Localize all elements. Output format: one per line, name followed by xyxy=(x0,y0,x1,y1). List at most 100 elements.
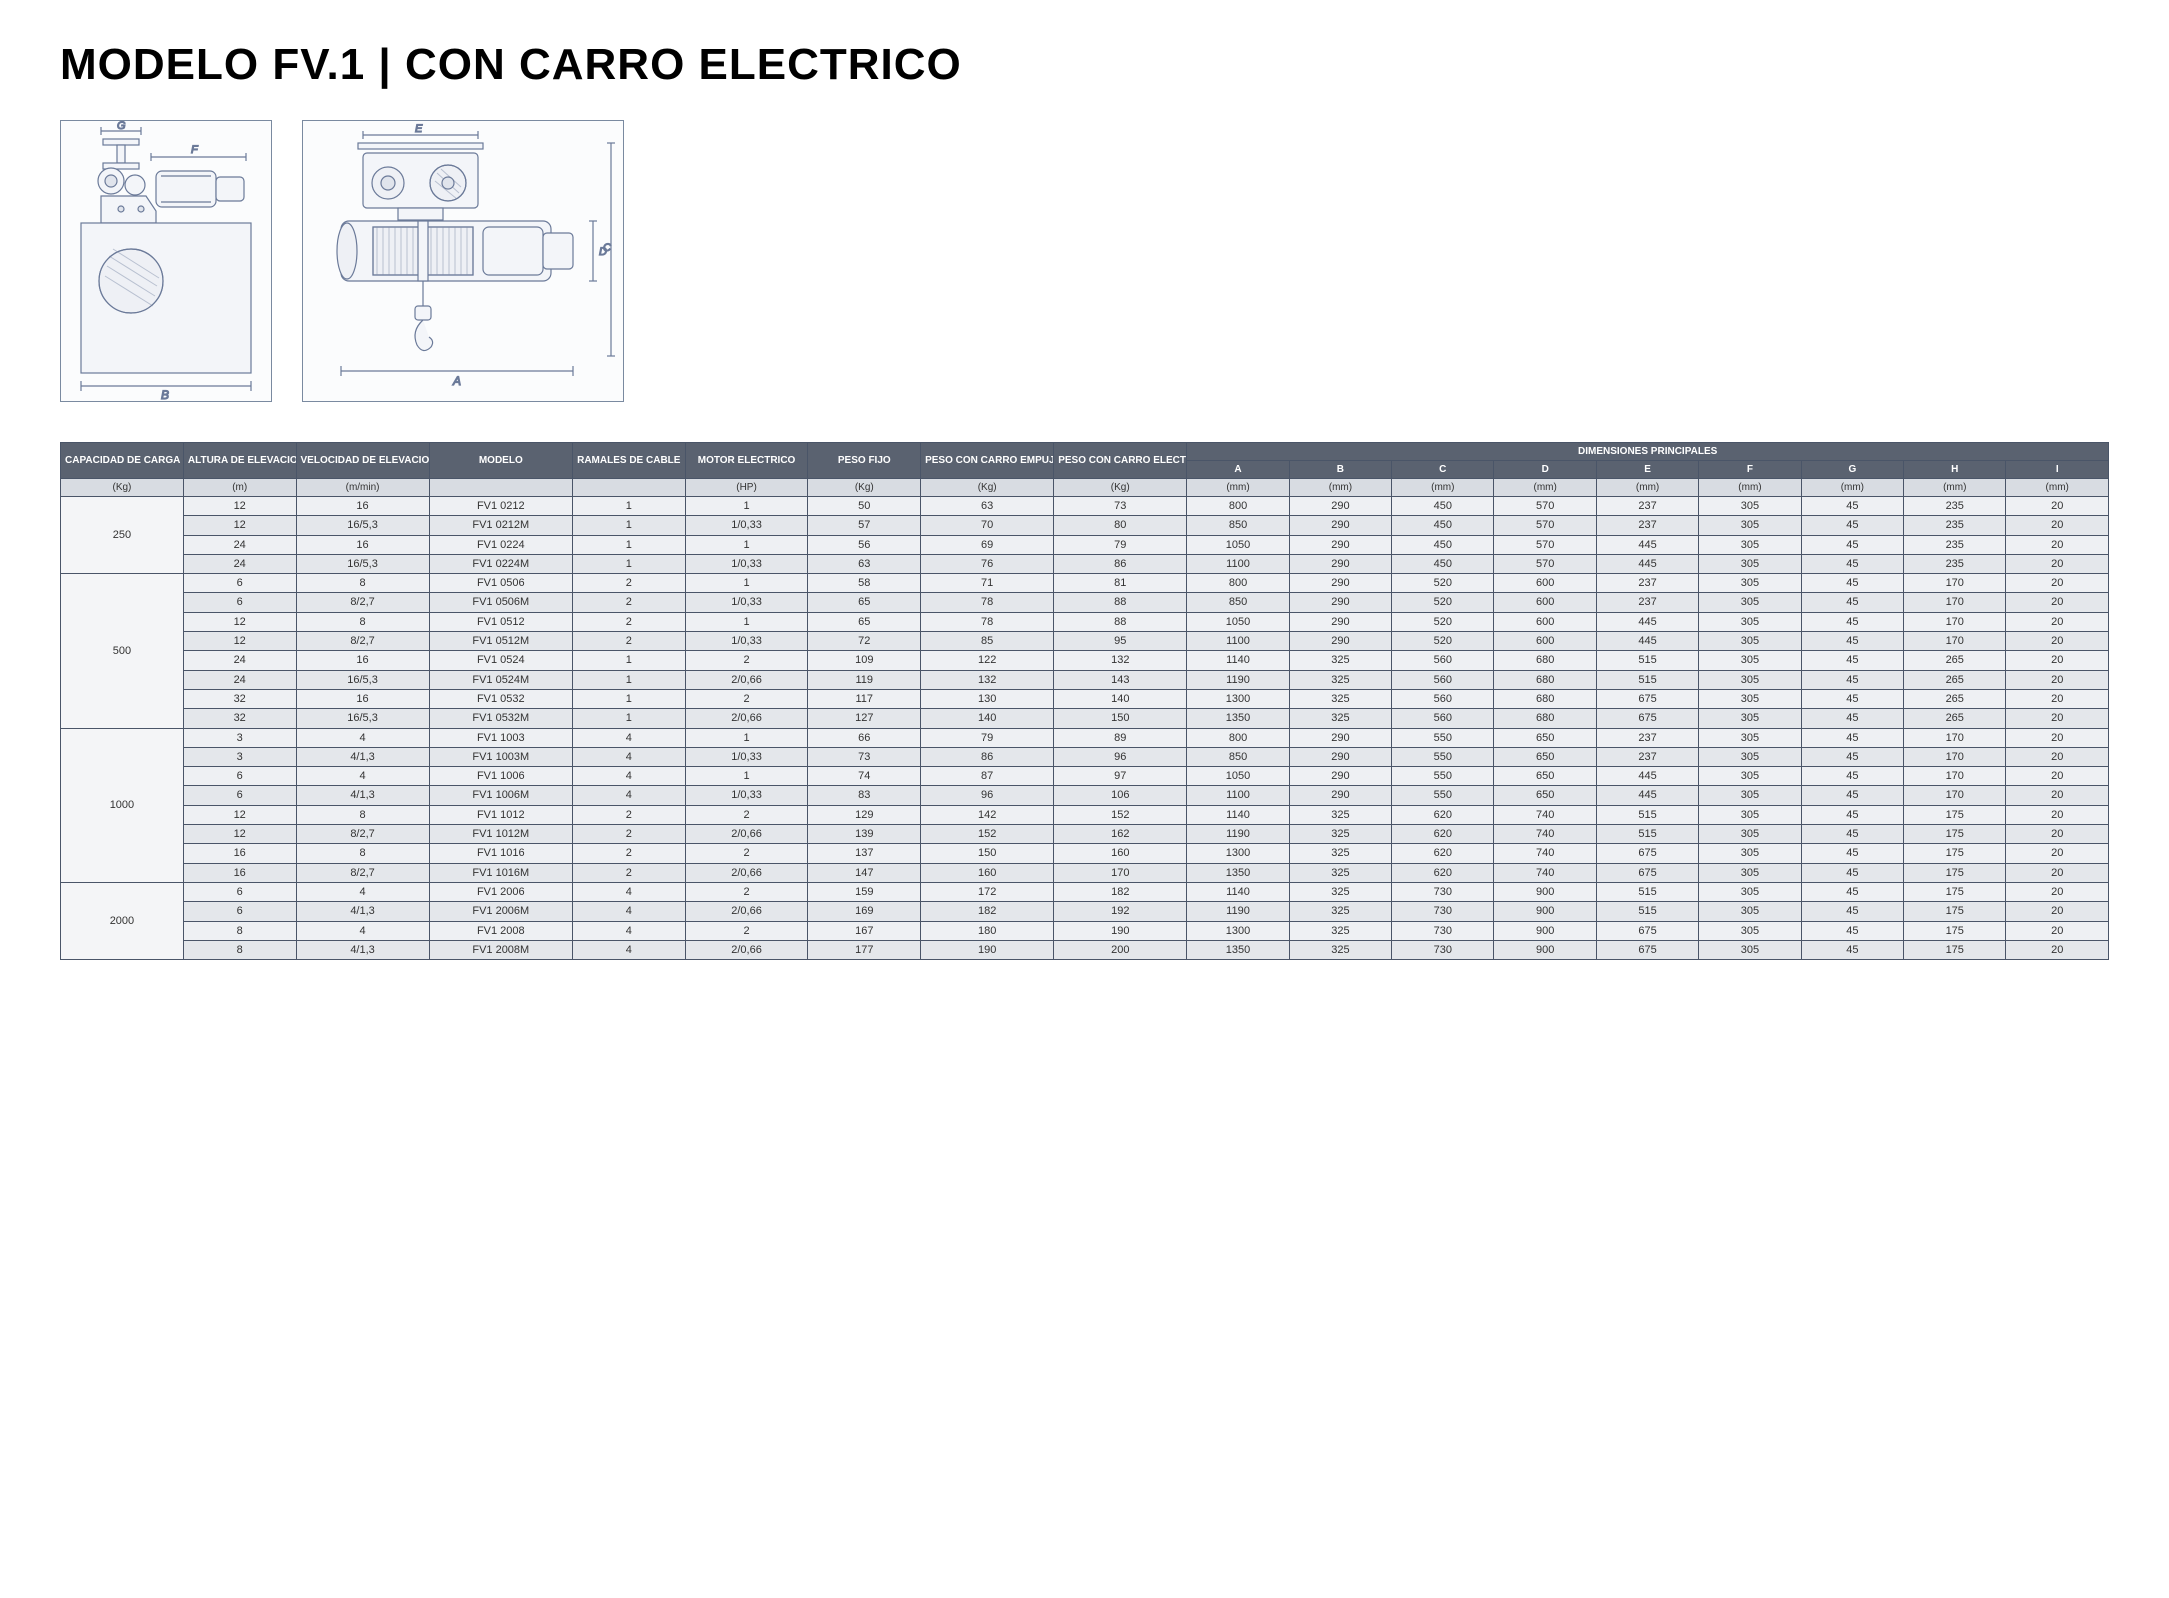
data-cell: 650 xyxy=(1494,786,1596,805)
table-row: 128/2,7FV1 1012M22/0,6613915216211903256… xyxy=(61,825,2109,844)
data-cell: 1140 xyxy=(1187,805,1289,824)
data-cell: 850 xyxy=(1187,747,1289,766)
data-cell: 3 xyxy=(183,728,296,747)
data-cell: 20 xyxy=(2006,497,2109,516)
data-cell: 290 xyxy=(1289,516,1391,535)
data-cell: 20 xyxy=(2006,825,2109,844)
data-cell: 445 xyxy=(1596,612,1698,631)
data-cell: 325 xyxy=(1289,882,1391,901)
data-cell: 12 xyxy=(183,612,296,631)
dim-label-e: E xyxy=(415,123,423,135)
table-row: 84/1,3FV1 2008M42/0,66177190200135032573… xyxy=(61,940,2109,959)
data-cell: 1/0,33 xyxy=(685,632,808,651)
data-cell: 560 xyxy=(1392,709,1494,728)
data-cell: 1300 xyxy=(1187,921,1289,940)
data-cell: 192 xyxy=(1054,902,1187,921)
data-cell: FV1 0532M xyxy=(429,709,572,728)
table-row: 64/1,3FV1 2006M42/0,66169182192119032573… xyxy=(61,902,2109,921)
data-cell: 182 xyxy=(1054,882,1187,901)
data-cell: 20 xyxy=(2006,902,2109,921)
unit-mm-b: (mm) xyxy=(1289,479,1391,497)
data-cell: 150 xyxy=(1054,709,1187,728)
data-cell: 78 xyxy=(921,612,1054,631)
table-row: 128FV1 101222129142152114032562074051530… xyxy=(61,805,2109,824)
data-cell: 740 xyxy=(1494,863,1596,882)
data-cell: 20 xyxy=(2006,651,2109,670)
data-cell: 45 xyxy=(1801,670,1903,689)
data-cell: 87 xyxy=(921,767,1054,786)
unit-mm-d: (mm) xyxy=(1494,479,1596,497)
table-row: 1216/5,3FV1 0212M11/0,335770808502904505… xyxy=(61,516,2109,535)
data-cell: 106 xyxy=(1054,786,1187,805)
table-row: 128FV1 051221657888105029052060044530545… xyxy=(61,612,2109,631)
data-cell: 305 xyxy=(1699,921,1801,940)
data-cell: FV1 0212 xyxy=(429,497,572,516)
data-cell: 237 xyxy=(1596,574,1698,593)
data-cell: 305 xyxy=(1699,632,1801,651)
col-dim-h: H xyxy=(1904,461,2006,479)
data-cell: 800 xyxy=(1187,728,1289,747)
data-cell: 305 xyxy=(1699,767,1801,786)
data-cell: 620 xyxy=(1392,825,1494,844)
data-cell: 515 xyxy=(1596,805,1698,824)
data-cell: 177 xyxy=(808,940,921,959)
data-cell: 97 xyxy=(1054,767,1187,786)
data-cell: 20 xyxy=(2006,593,2109,612)
data-cell: 1050 xyxy=(1187,612,1289,631)
data-cell: 170 xyxy=(1904,786,2006,805)
data-cell: 1 xyxy=(685,612,808,631)
data-cell: 20 xyxy=(2006,574,2109,593)
data-cell: 70 xyxy=(921,516,1054,535)
data-cell: 1100 xyxy=(1187,554,1289,573)
data-cell: 305 xyxy=(1699,786,1801,805)
data-cell: 1 xyxy=(572,709,685,728)
col-ramales: RAMALES DE CABLE xyxy=(572,443,685,479)
data-cell: 66 xyxy=(808,728,921,747)
data-cell: 2 xyxy=(572,632,685,651)
data-cell: 1 xyxy=(685,497,808,516)
data-cell: 325 xyxy=(1289,805,1391,824)
unit-blank1 xyxy=(429,479,572,497)
data-cell: 20 xyxy=(2006,516,2109,535)
data-cell: 190 xyxy=(1054,921,1187,940)
data-cell: 86 xyxy=(921,747,1054,766)
data-cell: 83 xyxy=(808,786,921,805)
data-cell: 8 xyxy=(183,921,296,940)
data-cell: 675 xyxy=(1596,863,1698,882)
data-cell: 305 xyxy=(1699,940,1801,959)
data-cell: 89 xyxy=(1054,728,1187,747)
capacity-cell: 250 xyxy=(61,497,184,574)
data-cell: 172 xyxy=(921,882,1054,901)
data-cell: 73 xyxy=(1054,497,1187,516)
data-cell: 4/1,3 xyxy=(296,747,429,766)
data-cell: 160 xyxy=(1054,844,1187,863)
col-dim-i: I xyxy=(2006,461,2109,479)
data-cell: 56 xyxy=(808,535,921,554)
data-cell: 45 xyxy=(1801,632,1903,651)
data-cell: 122 xyxy=(921,651,1054,670)
dim-label-a: A xyxy=(452,374,461,388)
unit-mm-f: (mm) xyxy=(1699,479,1801,497)
data-cell: 237 xyxy=(1596,728,1698,747)
data-cell: 76 xyxy=(921,554,1054,573)
table-row: 2416/5,3FV1 0524M12/0,661191321431190325… xyxy=(61,670,2109,689)
data-cell: 900 xyxy=(1494,921,1596,940)
col-velocidad: VELOCIDAD DE ELEVACION xyxy=(296,443,429,479)
data-cell: 20 xyxy=(2006,767,2109,786)
data-cell: 20 xyxy=(2006,689,2109,708)
data-cell: 58 xyxy=(808,574,921,593)
data-cell: 143 xyxy=(1054,670,1187,689)
data-cell: 1/0,33 xyxy=(685,554,808,573)
dim-label-f: F xyxy=(191,144,199,156)
data-cell: 20 xyxy=(2006,554,2109,573)
data-cell: 520 xyxy=(1392,593,1494,612)
data-cell: 16 xyxy=(296,535,429,554)
unit-mm-h: (mm) xyxy=(1904,479,2006,497)
data-cell: 45 xyxy=(1801,882,1903,901)
data-cell: 20 xyxy=(2006,805,2109,824)
data-cell: 2 xyxy=(572,863,685,882)
data-cell: 730 xyxy=(1392,882,1494,901)
data-cell: 305 xyxy=(1699,651,1801,670)
data-cell: 8/2,7 xyxy=(296,632,429,651)
data-cell: 45 xyxy=(1801,728,1903,747)
